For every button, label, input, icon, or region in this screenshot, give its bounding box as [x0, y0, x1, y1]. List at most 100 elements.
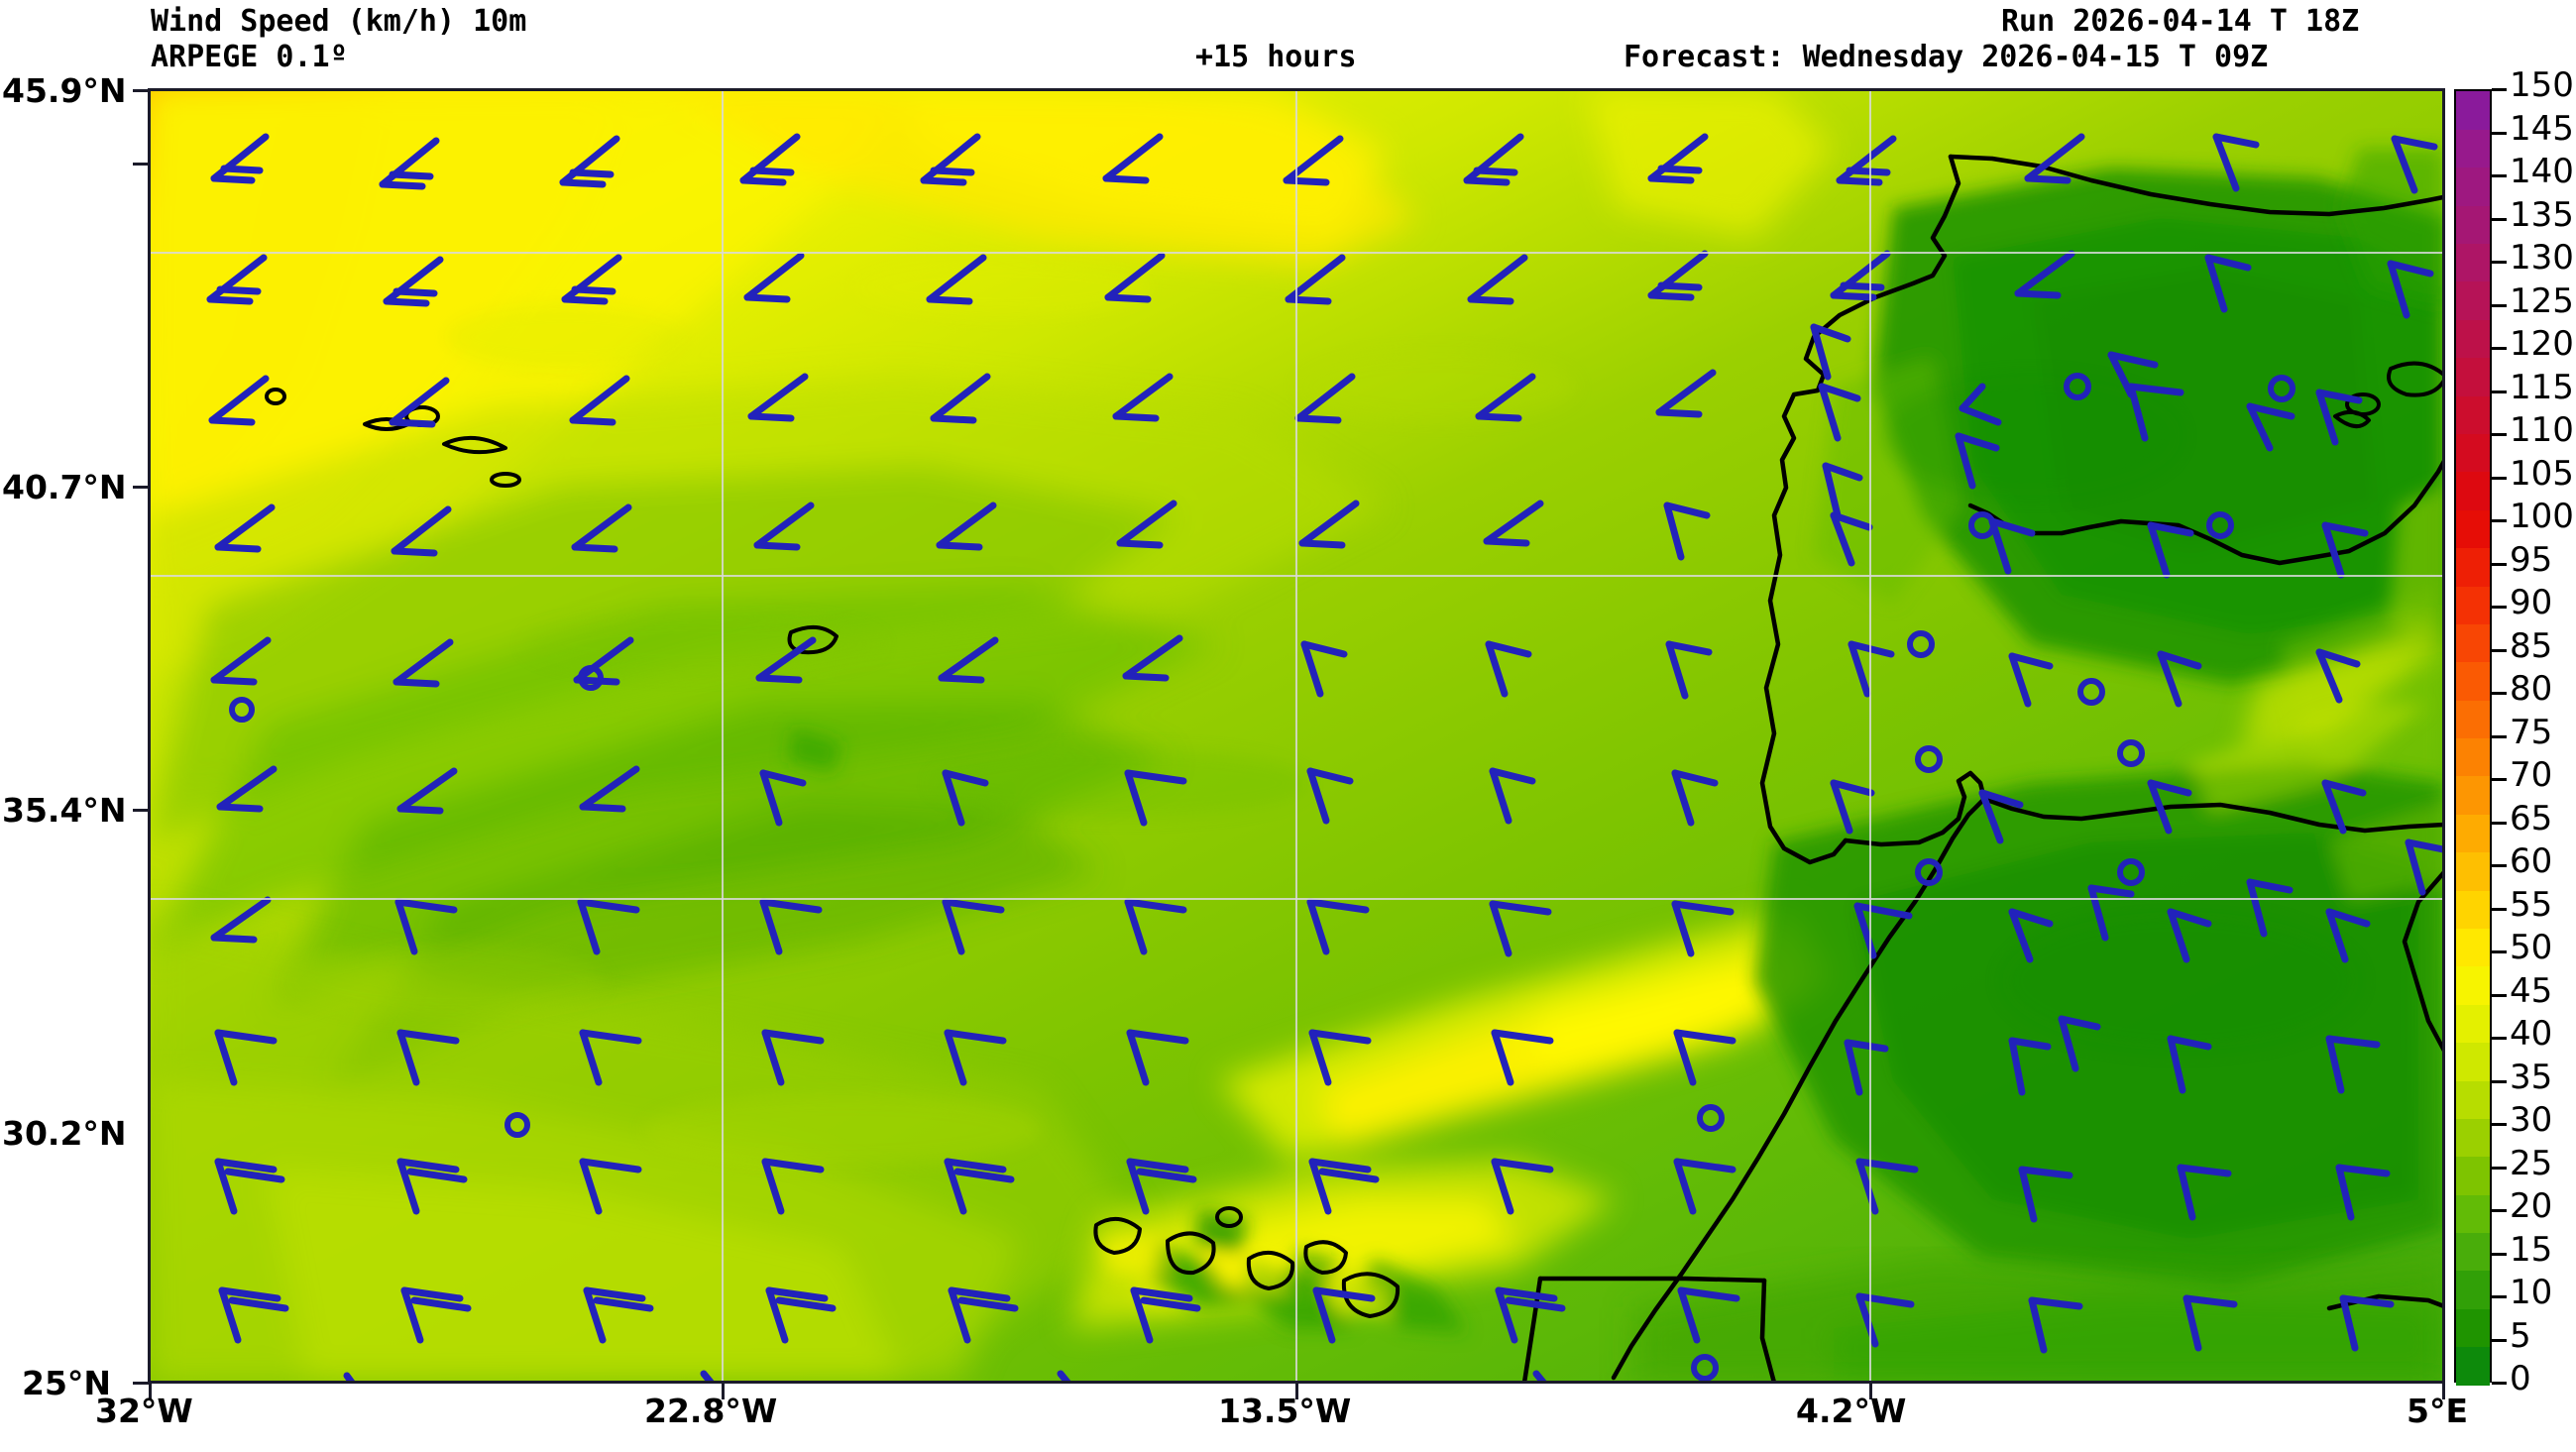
- colorbar-band: [2456, 433, 2490, 473]
- x-axis-label: 5°E: [2407, 1392, 2469, 1430]
- colorbar-band: [2456, 928, 2490, 967]
- colorbar-band: [2456, 1156, 2490, 1195]
- colorbar-tick: [2492, 1209, 2507, 1212]
- colorbar-tick: [2492, 88, 2507, 91]
- colorbar-tick: [2492, 217, 2507, 221]
- colorbar-band: [2456, 280, 2490, 320]
- x-tick: [722, 1384, 725, 1399]
- colorbar-band: [2456, 129, 2490, 168]
- colorbar-band: [2456, 1308, 2490, 1348]
- colorbar[interactable]: [2454, 89, 2492, 1386]
- gridline-lon-22p8: [722, 89, 724, 1383]
- wind-speed-map[interactable]: [149, 89, 2444, 1383]
- colorbar-tick-label: 25: [2510, 1143, 2553, 1183]
- x-tick: [1869, 1384, 1872, 1399]
- colorbar-band: [2456, 814, 2490, 853]
- colorbar-tick-label: 15: [2510, 1229, 2553, 1270]
- colorbar-band: [2456, 91, 2490, 130]
- colorbar-tick: [2492, 907, 2507, 911]
- colorbar-band: [2456, 851, 2490, 891]
- colorbar-tick: [2492, 476, 2507, 480]
- islands: [265, 361, 2444, 1318]
- colorbar-tick-label: 40: [2510, 1014, 2553, 1054]
- colorbar-tick: [2492, 390, 2507, 393]
- colorbar-band: [2456, 737, 2490, 777]
- colorbar-band: [2456, 775, 2490, 815]
- calm-wind-symbols: [229, 373, 2296, 1382]
- colorbar-band: [2456, 319, 2490, 359]
- x-axis-label: 13.5°W: [1218, 1392, 1352, 1430]
- colorbar-tick-label: 135: [2510, 194, 2574, 235]
- colorbar-tick-label: 90: [2510, 583, 2553, 622]
- gridline-lat-35p4: [149, 575, 2444, 577]
- y-axis-label: 40.7°N: [2, 468, 127, 506]
- colorbar-band: [2456, 205, 2490, 245]
- x-axis-label: 4.2°W: [1796, 1392, 1907, 1430]
- colorbar-band: [2456, 1346, 2490, 1386]
- colorbar-tick-label: 5: [2510, 1315, 2531, 1356]
- colorbar-tick-label: 65: [2510, 798, 2553, 838]
- forecast-valid-label: Forecast: Wednesday 2026-04-15 T 09Z: [1624, 40, 2269, 74]
- colorbar-band: [2456, 965, 2490, 1005]
- colorbar-band: [2456, 547, 2490, 587]
- colorbar-tick-label: 95: [2510, 539, 2553, 580]
- colorbar-tick-label: 120: [2510, 324, 2574, 364]
- colorbar-tick-label: 50: [2510, 928, 2553, 967]
- colorbar-band: [2456, 243, 2490, 282]
- gridline-lon-13p5: [1295, 89, 1297, 1383]
- colorbar-tick: [2492, 519, 2507, 522]
- colorbar-tick: [2492, 692, 2507, 695]
- colorbar-tick: [2492, 1123, 2507, 1126]
- colorbar-tick-label: 75: [2510, 712, 2553, 752]
- colorbar-band: [2456, 1270, 2490, 1309]
- colorbar-tick-label: 110: [2510, 410, 2574, 450]
- colorbar-tick: [2492, 993, 2507, 997]
- colorbar-band: [2456, 623, 2490, 663]
- colorbar-tick: [2492, 864, 2507, 867]
- y-axis-label: 25°N: [22, 1364, 112, 1402]
- colorbar-tick-label: 115: [2510, 367, 2574, 407]
- colorbar-band: [2456, 1004, 2490, 1044]
- page-title: Wind Speed (km/h) 10m: [151, 4, 527, 39]
- x-tick: [149, 1384, 152, 1399]
- gridline-lat-40p7: [149, 252, 2444, 254]
- colorbar-tick-label: 30: [2510, 1100, 2553, 1140]
- colorbar-tick-label: 70: [2510, 755, 2553, 795]
- colorbar-tick: [2492, 1166, 2507, 1170]
- lead-time-label: +15 hours: [1195, 40, 1357, 74]
- colorbar-tick: [2492, 1295, 2507, 1298]
- colorbar-tick: [2492, 648, 2507, 652]
- colorbar-tick: [2492, 131, 2507, 135]
- colorbar-tick: [2492, 1338, 2507, 1342]
- x-axis-label: 22.8°W: [644, 1392, 778, 1430]
- colorbar-gradient: [2454, 89, 2492, 1386]
- colorbar-band: [2456, 167, 2490, 206]
- x-tick: [2442, 1384, 2445, 1399]
- colorbar-tick-label: 85: [2510, 625, 2553, 666]
- colorbar-tick: [2492, 950, 2507, 953]
- colorbar-tick: [2492, 734, 2507, 738]
- y-tick: [133, 89, 151, 92]
- colorbar-tick: [2492, 606, 2507, 609]
- y-axis-label: 30.2°N: [2, 1114, 127, 1153]
- x-tick: [1295, 1384, 1298, 1399]
- y-tick: [133, 1382, 151, 1385]
- colorbar-band: [2456, 661, 2490, 701]
- colorbar-band: [2456, 1118, 2490, 1158]
- colorbar-band: [2456, 585, 2490, 624]
- colorbar-tick-label: 35: [2510, 1057, 2553, 1097]
- x-axis-label: 32°W: [95, 1392, 193, 1430]
- colorbar-tick-label: 130: [2510, 238, 2574, 278]
- colorbar-tick: [2492, 347, 2507, 350]
- colorbar-tick: [2492, 1252, 2507, 1256]
- colorbar-band: [2456, 890, 2490, 929]
- colorbar-tick: [2492, 1037, 2507, 1040]
- colorbar-tick: [2492, 303, 2507, 307]
- y-tick: [133, 486, 151, 489]
- colorbar-tick-label: 55: [2510, 884, 2553, 925]
- colorbar-band: [2456, 700, 2490, 739]
- colorbar-tick-label: 140: [2510, 152, 2574, 191]
- colorbar-band: [2456, 509, 2490, 549]
- colorbar-band: [2456, 357, 2490, 396]
- colorbar-band: [2456, 395, 2490, 435]
